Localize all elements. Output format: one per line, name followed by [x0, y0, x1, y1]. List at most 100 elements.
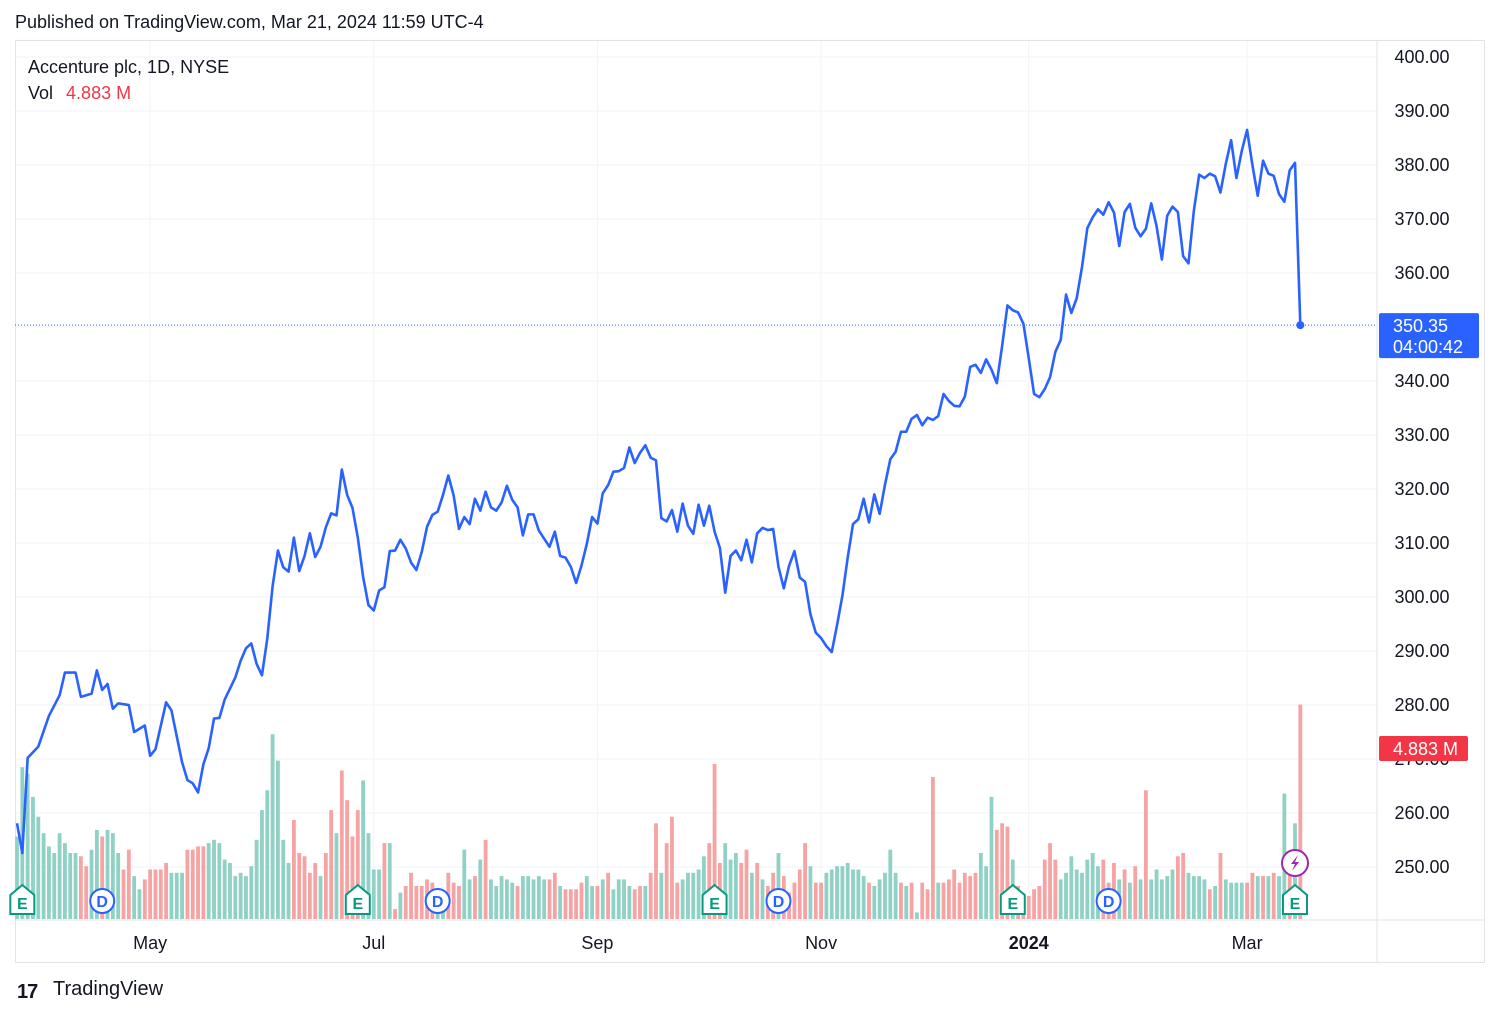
- volume-bar: [723, 843, 728, 919]
- volume-bar: [1069, 856, 1074, 919]
- volume-bar: [79, 856, 83, 919]
- volume-bar: [1122, 869, 1127, 919]
- volume-bar: [164, 862, 168, 919]
- volume-bar: [1037, 886, 1042, 919]
- volume-bar: [808, 866, 813, 919]
- volume-bar: [249, 866, 254, 919]
- volume-bar: [899, 882, 903, 919]
- volume-bar: [31, 796, 35, 919]
- earnings-marker-icon: [701, 883, 728, 915]
- volume-bar: [659, 872, 664, 919]
- volume-bar: [728, 859, 733, 919]
- volume-bar: [228, 862, 232, 919]
- volume-bar: [84, 866, 89, 919]
- volume-bar: [387, 843, 392, 919]
- volume-bar: [749, 872, 754, 919]
- x-tick-label: Jul: [362, 933, 385, 953]
- volume-bar: [1245, 882, 1249, 919]
- y-tick-label: 320.00: [1394, 479, 1449, 499]
- volume-bar: [1181, 853, 1186, 919]
- volume-bar: [590, 886, 594, 919]
- earnings-marker-icon: [9, 883, 36, 915]
- volume-bar: [1202, 879, 1207, 919]
- volume-bar: [755, 862, 760, 919]
- dividend-marker-icon: [765, 888, 792, 914]
- volume-bar: [339, 770, 344, 919]
- volume-bar: [584, 876, 589, 919]
- y-tick-label: 390.00: [1394, 101, 1449, 121]
- volume-bar: [94, 829, 99, 919]
- volume-bar: [355, 810, 360, 919]
- legend: Accenture plc, 1D, NYSE Vol 4.883 M: [28, 54, 229, 106]
- volume-bar: [329, 810, 334, 919]
- volume-bar: [776, 853, 781, 919]
- volume-bar: [744, 849, 749, 919]
- volume-bar: [707, 843, 712, 919]
- volume-bar: [409, 872, 413, 919]
- volume-bar: [957, 882, 962, 919]
- volume-bar: [574, 889, 579, 919]
- volume-bar: [201, 846, 206, 919]
- volume-bar: [946, 879, 951, 919]
- volume-bar: [350, 836, 355, 919]
- volume-legend-label: Vol: [28, 83, 54, 103]
- volume-bar: [244, 876, 248, 919]
- volume-legend: Vol 4.883 M: [28, 80, 229, 106]
- volume-bar: [877, 879, 882, 919]
- volume-bar: [1053, 859, 1058, 919]
- volume-bar: [63, 843, 67, 919]
- volume-bar: [686, 872, 690, 919]
- volume-bar: [1133, 866, 1138, 919]
- volume-bar: [579, 882, 584, 919]
- volume-bar: [1261, 876, 1265, 919]
- volume-bar: [611, 889, 616, 919]
- volume-bar: [1266, 876, 1271, 919]
- volume-bar: [1207, 889, 1212, 919]
- volume-bar: [1218, 853, 1223, 919]
- volume-bar: [254, 839, 259, 919]
- volume-bar: [558, 886, 563, 919]
- volume-bar: [803, 843, 807, 919]
- grid: [15, 41, 1485, 963]
- volume-bar: [57, 833, 62, 919]
- volume-bar: [1085, 859, 1090, 919]
- volume-bar: [941, 882, 946, 919]
- volume-bar: [994, 829, 999, 919]
- volume-bar: [1239, 882, 1244, 919]
- volume-bar: [222, 859, 227, 919]
- volume-bar: [105, 829, 110, 919]
- volume-bar: [733, 853, 738, 919]
- volume-bar: [563, 889, 568, 919]
- earnings-marker-label: E: [709, 896, 720, 913]
- volume-bar: [1170, 869, 1175, 919]
- tradingview-brand[interactable]: TradingView: [53, 978, 164, 1000]
- volume-bar: [654, 823, 658, 919]
- y-tick-label: 330.00: [1394, 425, 1449, 445]
- volume-bar: [174, 872, 179, 919]
- volume-bar: [888, 849, 893, 919]
- volume-bar: [47, 846, 51, 919]
- volume-bar: [393, 909, 397, 919]
- volume-bar: [984, 866, 989, 919]
- volume-bar: [989, 796, 994, 919]
- volume-bar: [89, 849, 94, 919]
- volume-bar: [680, 879, 685, 919]
- volume-bar: [1128, 882, 1132, 919]
- volume-bar: [1234, 882, 1239, 919]
- volume-bar: [552, 872, 557, 919]
- volume-bar: [691, 872, 696, 919]
- volume-bar: [835, 866, 839, 919]
- volume-bar: [851, 869, 855, 919]
- volume-bar: [196, 846, 200, 919]
- volume-bar: [904, 886, 909, 919]
- volume-bar: [36, 816, 41, 919]
- volume-bars: [15, 704, 1303, 919]
- volume-bar: [622, 879, 626, 919]
- volume-bar: [457, 886, 461, 919]
- earnings-marker-label: E: [1007, 896, 1018, 913]
- volume-bar: [483, 839, 488, 919]
- dividend-marker-icon: [424, 888, 451, 914]
- x-axis: May Jul Sep Nov 2024 Mar: [133, 933, 1262, 953]
